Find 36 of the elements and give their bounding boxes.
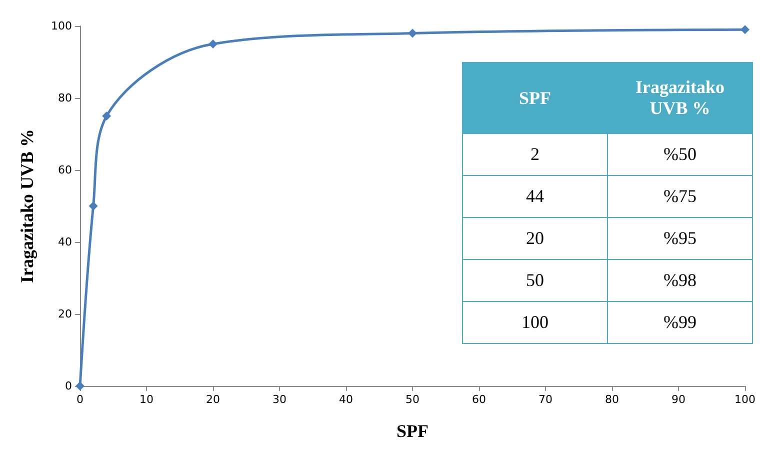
y-tick-label: 40 <box>58 236 72 248</box>
x-tick-label: 80 <box>605 393 619 406</box>
y-tick-label: 0 <box>65 380 72 392</box>
x-tick-label: 70 <box>538 393 552 406</box>
annotation: %50 <box>608 134 752 176</box>
annotation: Iragazitako UVB % <box>608 62 752 134</box>
point <box>102 112 112 120</box>
annotation: 2 <box>462 134 608 176</box>
x-axis-title: SPF <box>396 421 429 441</box>
annotation: SPF <box>462 62 608 134</box>
point <box>88 202 98 210</box>
point <box>208 40 218 48</box>
point <box>740 25 750 34</box>
x-tick-label: 100 <box>734 393 756 406</box>
y-tick-label: 20 <box>58 308 72 320</box>
x-tick-label: 40 <box>339 393 353 406</box>
annotation: 20 <box>462 218 608 260</box>
annotation: 44 <box>462 176 608 218</box>
x-tick-label: 60 <box>472 393 486 406</box>
x-tick-label: 10 <box>140 393 154 406</box>
annotation: %75 <box>608 176 752 218</box>
y-tick-label: 60 <box>58 164 72 176</box>
annotation: 50 <box>462 260 608 302</box>
x-tick-label: 90 <box>672 393 686 406</box>
annotation: %99 <box>608 302 752 344</box>
annotation: %95 <box>608 218 752 260</box>
point <box>408 28 417 38</box>
annotation: 100 <box>462 302 608 344</box>
x-tick-label: 30 <box>272 393 286 406</box>
annotation: %98 <box>608 260 752 302</box>
y-tick-label: 80 <box>58 92 72 104</box>
y-axis-title: Iragazitako UVB % <box>17 129 37 283</box>
x-tick-label: 20 <box>206 393 220 406</box>
y-tick-label: 100 <box>51 20 72 32</box>
x-tick-label: 0 <box>76 393 84 406</box>
x-tick-label: 50 <box>406 393 420 406</box>
